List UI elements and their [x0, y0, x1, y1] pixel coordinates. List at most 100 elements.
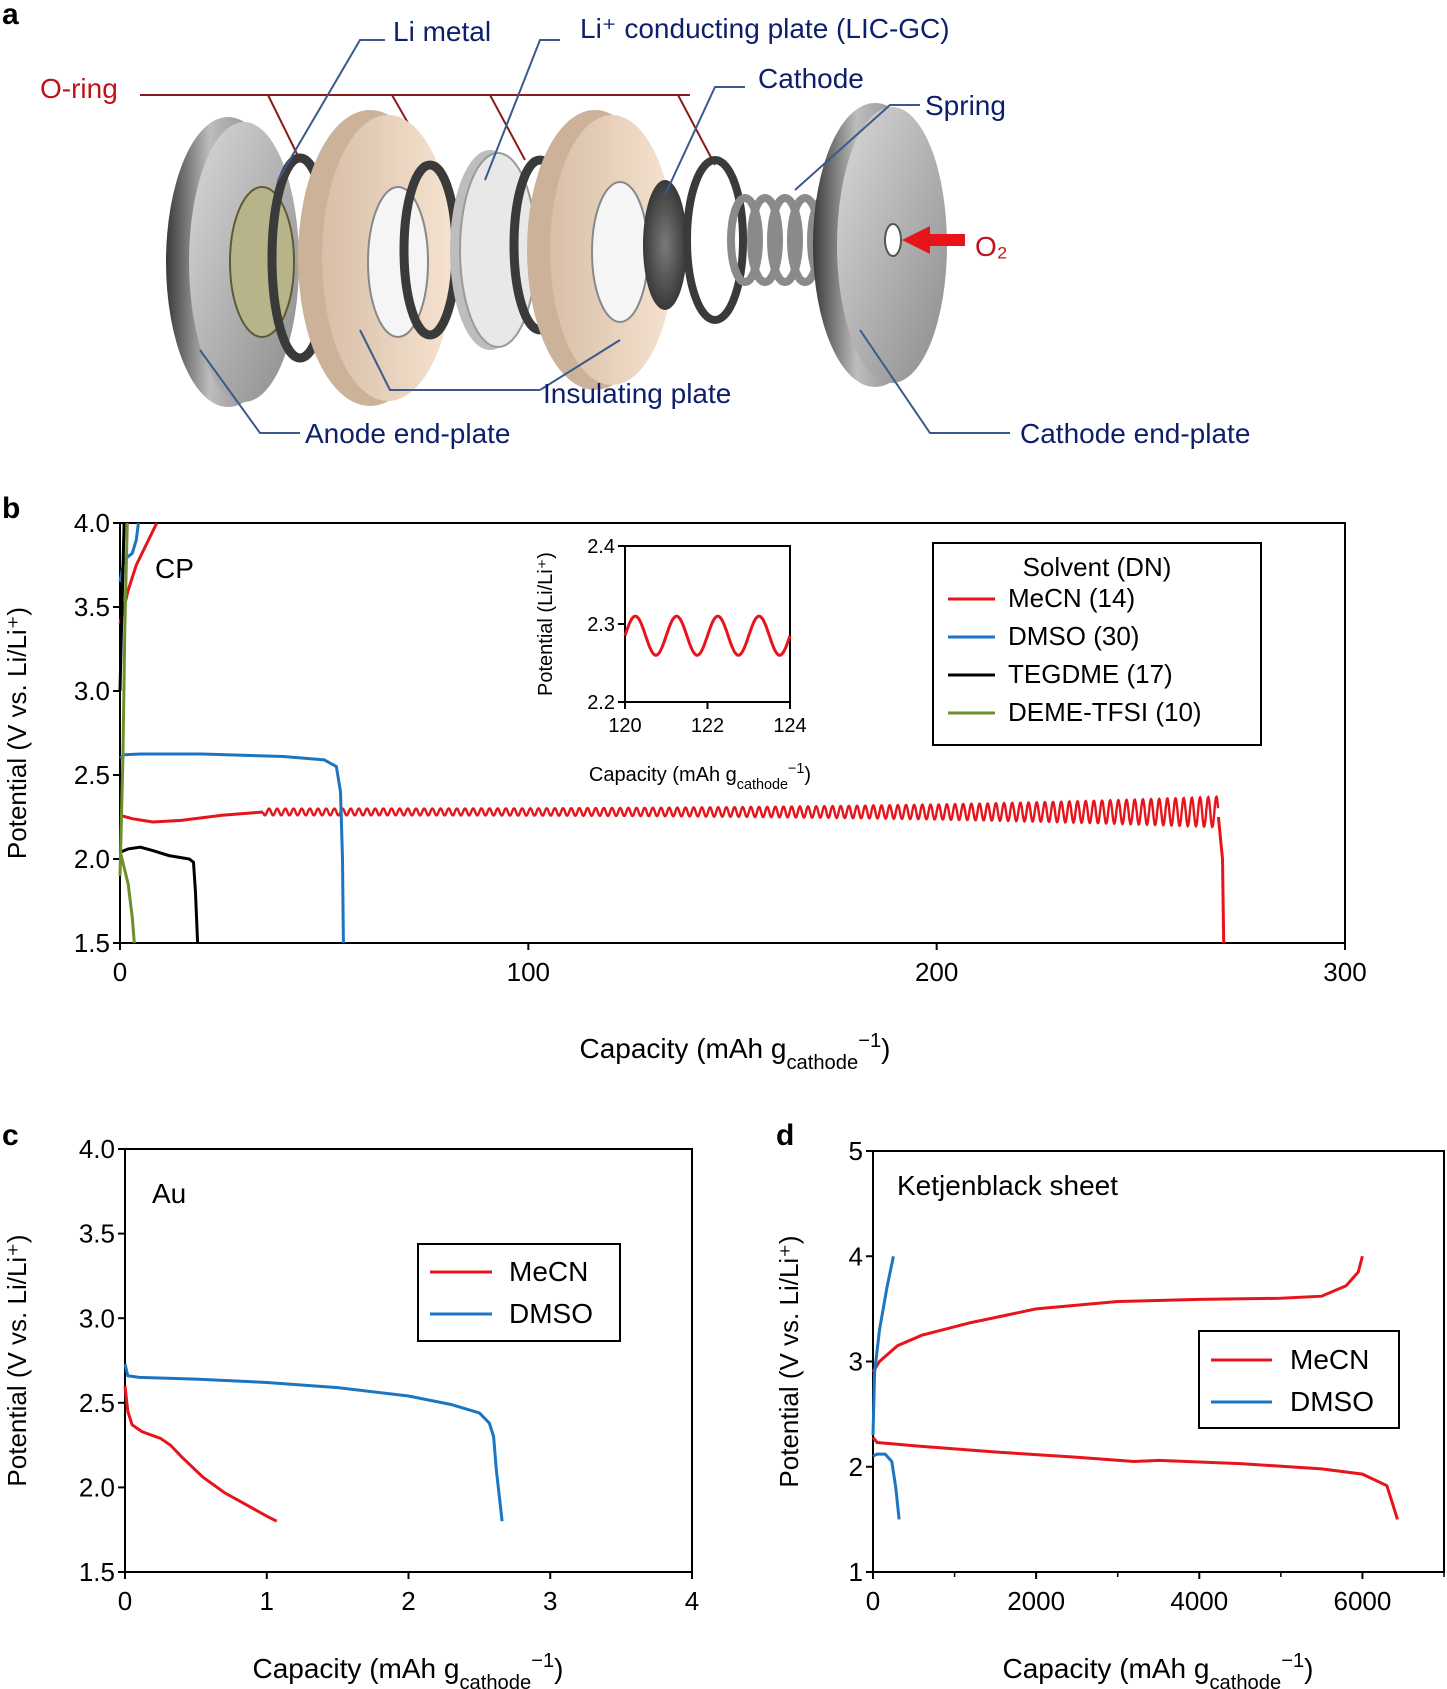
legend-frame: [932, 542, 1262, 746]
series-mecn-tail: [1216, 816, 1226, 944]
x-tick-label: 1: [260, 1586, 274, 1616]
panel-letter-c: c: [2, 1119, 19, 1152]
legend-label: DMSO: [1290, 1386, 1374, 1417]
inset-wave: [623, 614, 792, 657]
annotation-au: Au: [152, 1178, 186, 1209]
y-tick-label: 2.5: [79, 1388, 115, 1418]
series-mecn: [123, 1385, 278, 1523]
panel-letter-d: d: [776, 1119, 794, 1152]
x-tick-label: 4: [685, 1586, 699, 1616]
panel-letter-b: b: [2, 492, 20, 525]
y-tick-label: 2.5: [74, 760, 110, 790]
x-axis-label: Capacity (mAh gcathode−1): [1002, 1650, 1313, 1689]
y-tick-label: 4: [849, 1241, 863, 1271]
y-tick-label: 2.0: [74, 844, 110, 874]
x-axis-label: Capacity (mAh gcathode−1): [579, 1030, 890, 1074]
panel-letter-a: a: [2, 0, 19, 31]
y-tick-label: 2: [849, 1452, 863, 1482]
x-tick-label: 200: [915, 957, 958, 987]
y-tick-label: 4.0: [74, 508, 110, 538]
x-tick-label: 6000: [1334, 1586, 1392, 1616]
y-tick-label: 3: [849, 1347, 863, 1377]
legend-label: MeCN: [1290, 1344, 1369, 1375]
legend-label: DMSO (30): [1008, 621, 1139, 651]
chart-d: 0 2000 4000 6000 1 2 3 4 5 Potential (V vs. Li/Li…: [774, 1136, 1445, 1689]
navy-callout-lines: [199, 39, 1010, 434]
cathode-label: Cathode: [758, 63, 864, 94]
x-axis-label: Capacity (mAh gcathode−1): [252, 1650, 563, 1689]
y-tick-label: 2.3: [587, 614, 615, 636]
y-tick-label: 2.2: [587, 692, 615, 714]
panel-c: c 0 1 2 3 4 1.5 2.0 2.5 3.0 3.5 4.0 Potential (V vs…: [2, 1119, 699, 1689]
plot-frame: [119, 522, 1346, 944]
series-mecn-oscillation: [261, 795, 1220, 829]
series-deme-tfsi-discharge: [118, 850, 136, 944]
series-tegdme-discharge: [119, 845, 200, 944]
legend-frame: [417, 1243, 621, 1342]
series-dmso: [123, 1363, 504, 1522]
series-mecn-discharge: [871, 1436, 1399, 1520]
plot-frame: [124, 1148, 693, 1573]
series-mecn-charge: [871, 1255, 1364, 1373]
series-mecn-discharge: [119, 810, 264, 824]
x-tick-label: 0: [118, 1586, 132, 1616]
insulating-plate-2: [527, 110, 674, 390]
series-dmso-discharge: [872, 1452, 901, 1520]
y-tick-label: 3.5: [74, 592, 110, 622]
inset-chart: 120 122 124 2.2 2.3 2.4 Potential (Li/Li⁺) Capa…: [535, 536, 811, 793]
x-tick-label: 300: [1323, 957, 1366, 987]
li-metal-label: Li metal: [393, 16, 491, 47]
chart-c: 0 1 2 3 4 1.5 2.0 2.5 3.0 3.5 4.0 Potential (V vs. …: [2, 1134, 699, 1689]
y-tick-label: 2.4: [587, 536, 615, 558]
y-tick-label: 3.5: [79, 1219, 115, 1249]
legend-d: MeCN DMSO: [1198, 1330, 1400, 1429]
anode-end-plate-label: Anode end-plate: [305, 418, 511, 449]
annotation-ketjenblack: Ketjenblack sheet: [897, 1170, 1118, 1201]
panel-a: a O-ring: [2, 0, 1250, 449]
inset-y-axis-label: Potential (Li/Li⁺): [535, 552, 557, 696]
y-tick-label: 2.0: [79, 1473, 115, 1503]
o2-arrow: [902, 226, 965, 254]
y-tick-label: 3.0: [74, 676, 110, 706]
series-dmso-charge: [871, 1255, 895, 1436]
cathode-end-plate-label: Cathode end-plate: [1020, 418, 1250, 449]
legend-label: DMSO: [509, 1298, 593, 1329]
y-axis-label: Potential (V vs. Li/Li⁺): [774, 1235, 804, 1487]
y-tick-label: 1.5: [79, 1557, 115, 1587]
spring-label: Spring: [925, 90, 1006, 121]
x-tick-label: 120: [608, 715, 641, 737]
chart-b: 0 100 200 300 1.5 2.0 2.5 3.0 3.5 4.0 Potential (V…: [2, 508, 1367, 1074]
x-tick-label: 0: [866, 1586, 880, 1616]
x-tick-label: 0: [113, 957, 127, 987]
series-dmso-discharge: [119, 752, 345, 944]
legend-label: TEGDME (17): [1008, 659, 1173, 689]
panel-d: d 0 2000 4000 6000 1 2 3 4 5 Potential (V vs. Li/…: [774, 1119, 1445, 1689]
annotation-cp: CP: [155, 553, 194, 584]
o-ring-4: [683, 156, 747, 324]
o2-label: O₂: [975, 231, 1008, 262]
o-ring-label: O-ring: [40, 73, 118, 104]
y-axis-label: Potential (V vs. Li/Li⁺): [2, 1234, 32, 1486]
x-tick-label: 100: [507, 957, 550, 987]
y-tick-label: 1.5: [74, 928, 110, 958]
insulating-plate-label: Insulating plate: [543, 378, 731, 409]
anode-end-plate: [166, 117, 299, 407]
y-tick-label: 1: [849, 1557, 863, 1587]
series-deme-tfsi-charge: [118, 522, 129, 876]
x-tick-label: 124: [773, 715, 806, 737]
legend-label: DEME-TFSI (10): [1008, 697, 1202, 727]
legend-label: MeCN (14): [1008, 583, 1135, 613]
y-tick-label: 3.0: [79, 1303, 115, 1333]
x-tick-label: 122: [691, 715, 724, 737]
legend-b: Solvent (DN)MeCN (14) DMSO (30) TEGDME (17…: [932, 542, 1262, 746]
x-tick-label: 2000: [1007, 1586, 1065, 1616]
y-axis-label: Potential (V vs. Li/Li⁺): [2, 607, 32, 859]
li-plate-label: Li⁺ conducting plate (LIC-GC): [580, 13, 950, 44]
legend-label: MeCN: [509, 1256, 588, 1287]
x-tick-label: 2: [401, 1586, 415, 1616]
cathode-end-plate: [813, 103, 947, 387]
inset-x-axis-label: Capacity (mAh gcathode−1): [589, 761, 811, 793]
legend-c: MeCN DMSO: [417, 1243, 621, 1342]
y-tick-label: 5: [849, 1136, 863, 1166]
